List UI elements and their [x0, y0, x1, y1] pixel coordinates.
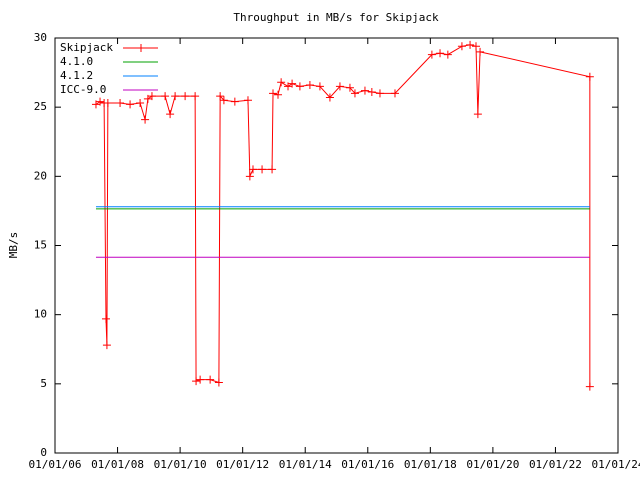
- point-marker: [245, 172, 254, 181]
- point-marker: [367, 87, 376, 96]
- y-axis-label: MB/s: [7, 232, 20, 259]
- legend-label: ICC-9.0: [60, 83, 106, 96]
- point-marker: [360, 86, 369, 95]
- point-marker: [473, 110, 482, 119]
- point-marker: [325, 93, 334, 102]
- point-marker: [166, 110, 175, 119]
- point-marker: [136, 99, 145, 108]
- point-marker: [335, 82, 344, 91]
- point-marker: [350, 89, 359, 98]
- x-tick-label: 01/01/10: [154, 458, 207, 471]
- point-marker: [277, 78, 286, 87]
- x-tick-label: 01/01/12: [216, 458, 269, 471]
- point-marker: [143, 94, 152, 103]
- point-marker: [116, 99, 125, 108]
- y-tick-label: 5: [40, 377, 47, 390]
- point-marker: [585, 382, 594, 391]
- point-marker: [457, 42, 466, 51]
- y-tick-label: 0: [40, 446, 47, 459]
- legend-label: 4.1.0: [60, 55, 93, 68]
- x-tick-label: 01/01/14: [279, 458, 332, 471]
- point-marker: [161, 92, 170, 101]
- point-marker: [216, 92, 225, 101]
- point-marker: [101, 314, 110, 323]
- point-marker: [345, 83, 354, 92]
- point-marker: [390, 89, 399, 98]
- point-marker: [443, 50, 452, 59]
- point-marker: [436, 49, 445, 58]
- chart-title: Throughput in MB/s for Skipjack: [233, 11, 439, 24]
- point-marker: [181, 92, 190, 101]
- point-marker: [476, 47, 485, 56]
- point-marker: [147, 92, 156, 101]
- point-marker: [288, 79, 297, 88]
- point-marker: [258, 165, 267, 174]
- plot-frame: [54, 37, 619, 454]
- x-tick-label: 01/01/16: [341, 458, 394, 471]
- point-marker: [96, 97, 105, 106]
- x-tick-label: 01/01/22: [529, 458, 582, 471]
- point-marker: [315, 82, 324, 91]
- x-tick-label: 01/01/08: [91, 458, 144, 471]
- point-marker: [248, 165, 257, 174]
- point-marker: [196, 375, 205, 384]
- point-marker: [230, 97, 239, 106]
- legend-label: 4.1.2: [60, 69, 93, 82]
- legend-marker: [137, 44, 145, 52]
- y-tick-label: 10: [34, 308, 47, 321]
- point-marker: [91, 100, 100, 109]
- point-marker: [214, 378, 223, 387]
- point-marker: [243, 96, 252, 105]
- x-tick-label: 01/01/20: [466, 458, 519, 471]
- point-marker: [206, 375, 215, 384]
- point-marker: [274, 90, 283, 99]
- series-line: [95, 44, 591, 387]
- point-marker: [171, 92, 180, 101]
- legend-label: Skipjack: [60, 41, 113, 54]
- point-marker: [103, 99, 112, 108]
- point-marker: [141, 115, 150, 124]
- point-marker: [427, 50, 436, 59]
- point-marker: [192, 377, 201, 386]
- point-marker: [126, 100, 135, 109]
- y-tick-label: 20: [34, 169, 47, 182]
- point-marker: [284, 82, 293, 91]
- y-tick-label: 25: [34, 100, 47, 113]
- point-marker: [295, 82, 304, 91]
- point-marker: [375, 89, 384, 98]
- y-tick-label: 30: [34, 31, 47, 44]
- y-tick-label: 15: [34, 239, 47, 252]
- x-tick-label: 01/01/18: [404, 458, 457, 471]
- point-marker: [269, 89, 278, 98]
- point-marker: [305, 81, 314, 90]
- point-marker: [466, 40, 475, 49]
- point-marker: [191, 92, 200, 101]
- point-marker: [268, 165, 277, 174]
- point-marker: [471, 42, 480, 51]
- x-tick-label: 01/01/24: [592, 458, 640, 471]
- point-marker: [219, 96, 228, 105]
- x-tick-label: 01/01/06: [29, 458, 82, 471]
- point-marker: [585, 72, 594, 81]
- point-marker: [102, 341, 111, 350]
